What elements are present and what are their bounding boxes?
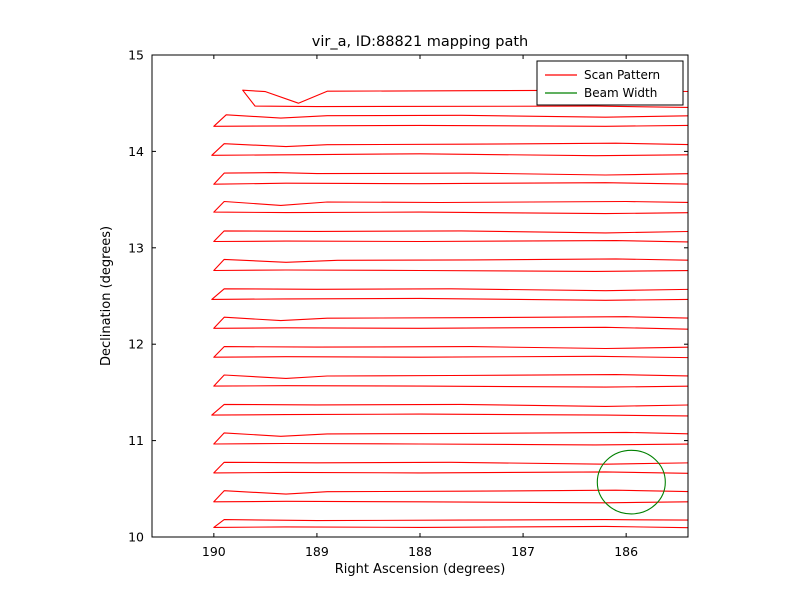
scan-pattern-loop [213,346,688,359]
scan-pattern-loop [213,316,688,330]
axis-ticks: 190 189 188 187 186 10 11 12 13 14 15 [128,48,688,559]
scan-pattern-loop [213,461,688,474]
scan-pattern-loop [213,230,688,243]
scan-pattern-loop [213,489,688,504]
legend-box [536,60,684,106]
scan-pattern-loop [211,288,688,301]
x-tick-label: 186 [614,544,638,559]
scan-pattern-loop [213,258,688,272]
legend: Scan Pattern Beam Width [536,60,684,106]
x-tick-label: 190 [202,544,226,559]
scan-pattern-loop [213,374,688,388]
chart-title: vir_a, ID:88821 mapping path [312,34,528,50]
x-tick-label: 189 [305,544,329,559]
y-tick-label: 10 [128,530,144,545]
scan-pattern-loop [213,200,688,215]
y-tick-label: 11 [128,433,144,448]
y-axis-label: Declination (degrees) [99,226,114,366]
scan-pattern-loop [213,114,688,127]
legend-scan-pattern-label: Scan Pattern [584,68,660,82]
y-tick-label: 15 [128,48,144,63]
scan-pattern-loop [242,89,688,108]
scan-pattern-loop [211,142,688,157]
y-tick-label: 14 [128,144,144,159]
x-axis-label: Right Ascension (degrees) [335,562,506,577]
x-tick-label: 187 [511,544,535,559]
x-tick-label: 188 [408,544,432,559]
scan-pattern-loop [213,519,688,529]
beam-width-circle [596,449,666,515]
beam-width-ellipse [596,449,666,515]
scan-pattern-loop [211,403,688,417]
scan-pattern-loop [213,172,688,185]
scan-pattern-loop [213,431,688,446]
y-tick-label: 13 [128,240,144,255]
y-tick-label: 12 [128,337,144,352]
legend-beam-width-label: Beam Width [584,86,657,100]
scan-pattern-series [211,89,688,529]
